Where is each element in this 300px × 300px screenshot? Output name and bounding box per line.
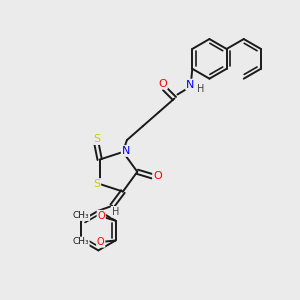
Text: N: N bbox=[186, 80, 194, 90]
Text: O: O bbox=[97, 237, 104, 247]
Text: O: O bbox=[98, 211, 105, 221]
Text: H: H bbox=[196, 84, 204, 94]
Text: N: N bbox=[122, 146, 130, 156]
Text: S: S bbox=[93, 134, 100, 144]
Text: CH₃: CH₃ bbox=[72, 237, 89, 246]
Text: CH₃: CH₃ bbox=[73, 211, 89, 220]
Text: O: O bbox=[158, 79, 167, 88]
Text: O: O bbox=[153, 171, 162, 181]
Text: S: S bbox=[93, 179, 100, 189]
Text: H: H bbox=[112, 207, 119, 217]
